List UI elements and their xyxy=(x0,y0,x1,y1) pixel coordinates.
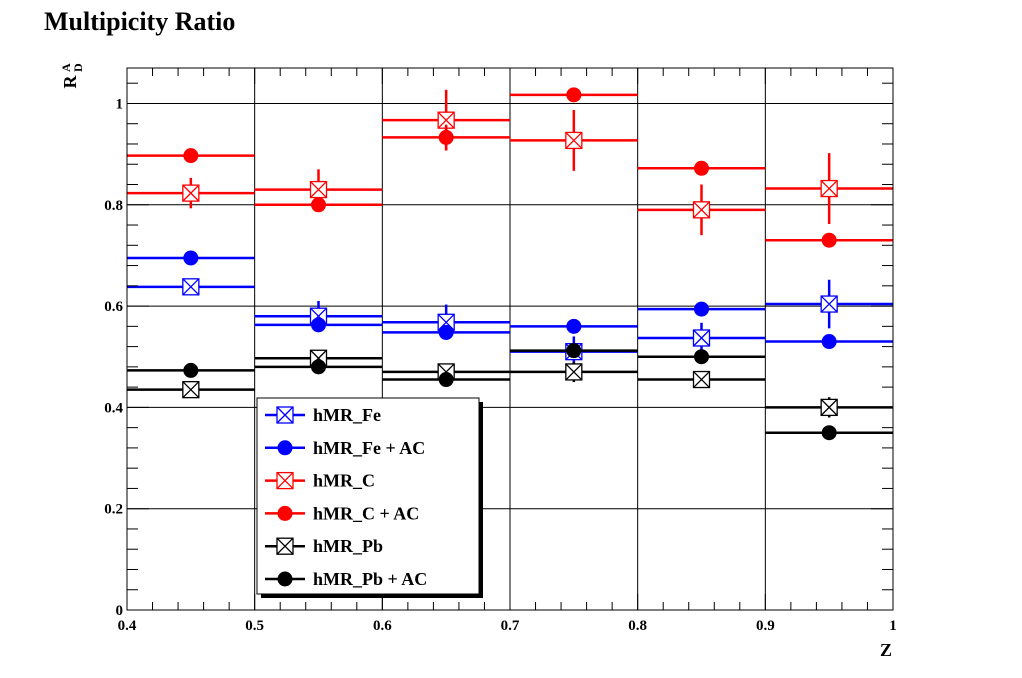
x-tick-label: 0.7 xyxy=(501,618,520,634)
data-point xyxy=(566,87,582,103)
data-point xyxy=(566,318,582,334)
data-point xyxy=(820,295,838,313)
marker-cross xyxy=(437,111,455,129)
marker-cross xyxy=(276,537,294,555)
data-point xyxy=(566,343,582,359)
grid xyxy=(127,68,893,610)
data-point xyxy=(438,324,454,340)
marker-cross xyxy=(182,184,200,202)
series-hmr-c xyxy=(127,89,893,236)
y-tick-label: 0.4 xyxy=(104,400,123,416)
data-point xyxy=(565,131,583,150)
data-point xyxy=(692,329,711,347)
data-point xyxy=(692,201,711,219)
series-hmr-c-ac xyxy=(127,87,893,248)
data-point xyxy=(182,184,200,202)
y-tick-label: 0.8 xyxy=(104,198,123,214)
data-point xyxy=(437,111,455,129)
data-point xyxy=(311,317,326,333)
y-axis-title: R A D xyxy=(59,63,85,89)
y-axis-label-sub: D xyxy=(71,63,85,72)
legend-label: hMR_C + AC xyxy=(313,503,419,523)
legend-label: hMR_Fe xyxy=(313,405,381,425)
x-tick-label: 0.6 xyxy=(373,618,392,634)
marker-cross xyxy=(693,329,710,347)
legend-label: hMR_Fe + AC xyxy=(313,438,425,458)
x-tick-label: 0.8 xyxy=(628,618,647,634)
legend-marker xyxy=(277,505,293,521)
y-axis-label-main: R xyxy=(60,75,80,89)
marker-cross xyxy=(693,201,710,219)
data-point xyxy=(311,359,326,375)
legend-label: hMR_Pb xyxy=(313,536,383,556)
data-point xyxy=(694,301,709,317)
y-tick-label: 0.6 xyxy=(104,299,123,315)
x-tick-label: 0.4 xyxy=(118,618,137,634)
marker-cross xyxy=(276,406,294,424)
data-point xyxy=(820,179,838,198)
data-point xyxy=(694,160,709,176)
x-tick-label: 1 xyxy=(889,618,897,634)
legend-marker xyxy=(276,471,294,490)
x-axis-label: Z xyxy=(880,640,892,660)
marker-cross xyxy=(565,363,583,381)
marker-cross xyxy=(182,278,200,296)
data-point xyxy=(311,197,326,213)
data-point xyxy=(565,363,583,381)
marker-cross xyxy=(820,180,838,198)
x-tick-label: 0.5 xyxy=(245,618,264,634)
series-hmr-pb-ac xyxy=(127,343,893,441)
data-point xyxy=(182,278,200,296)
data-point xyxy=(438,129,454,145)
data-point xyxy=(182,381,200,399)
y-tick-label: 0 xyxy=(116,603,124,619)
chart-title: Multipicity Ratio xyxy=(44,7,235,36)
data-point xyxy=(309,180,328,199)
data-point xyxy=(692,370,711,389)
data-point xyxy=(438,372,454,388)
data-point xyxy=(694,349,709,365)
data-point xyxy=(820,398,838,417)
marker-cross xyxy=(310,181,327,199)
data-point xyxy=(183,148,199,164)
data-point xyxy=(821,334,837,350)
y-tick-label: 1 xyxy=(116,96,124,112)
data-point xyxy=(821,232,837,248)
marker-cross xyxy=(820,398,838,416)
y-axis-label-sup: A xyxy=(59,63,73,72)
legend-label: hMR_C xyxy=(313,471,375,491)
data-point xyxy=(183,362,199,378)
series-hmr-pb xyxy=(127,349,893,418)
legend-marker xyxy=(276,406,294,424)
marker-cross xyxy=(182,381,200,399)
legend-label: hMR_Pb + AC xyxy=(313,569,427,589)
data-point xyxy=(183,250,199,266)
series-hmr-fe-ac xyxy=(127,250,893,350)
y-tick-label: 0.2 xyxy=(104,502,123,518)
x-tick-label: 0.9 xyxy=(756,618,775,634)
series-hmr-fe xyxy=(127,278,893,367)
legend-marker xyxy=(277,440,293,456)
legend: hMR_Fe hMR_Fe + AC hMR_C hMR_C + AC hMR_Pb hM… xyxy=(256,397,483,598)
marker-cross xyxy=(276,472,294,490)
legend-box xyxy=(256,397,480,595)
marker-cross xyxy=(693,371,710,388)
data-point xyxy=(821,425,837,441)
marker-cross xyxy=(820,295,838,313)
series-layer xyxy=(127,87,893,441)
marker-cross xyxy=(565,131,583,149)
ticks: 0.4 0.5 0.6 0.7 0.8 0.9 1 0 0.2 0.4 0.6 0.8 1 xyxy=(104,68,897,634)
legend-marker xyxy=(277,571,293,587)
legend-marker xyxy=(276,537,294,555)
